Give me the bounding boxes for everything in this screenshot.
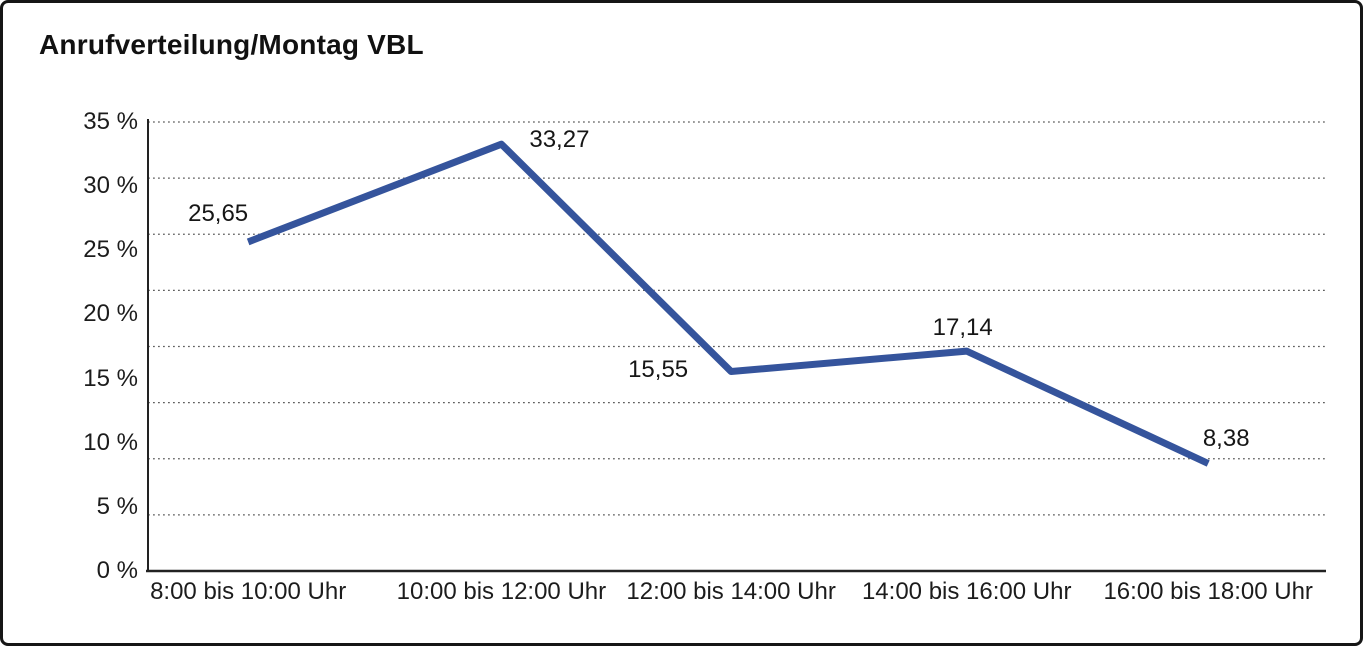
y-axis-tick-label: 15 %	[83, 364, 138, 392]
y-axis-tick-label: 30 %	[83, 172, 138, 200]
y-axis-tick-label: 0 %	[96, 557, 138, 584]
chart-title: Anrufverteilung/Montag VBL	[39, 29, 424, 60]
x-axis-category-label: 10:00 bis 12:00 Uhr	[396, 578, 607, 605]
y-axis-tick-label: 20 %	[83, 300, 138, 328]
data-point-label: 15,55	[628, 355, 689, 383]
data-series-line	[246, 140, 1210, 467]
y-axis-tick-label: 10 %	[83, 428, 138, 456]
x-axis-category-label: 8:00 bis 10:00 Uhr	[150, 578, 347, 605]
x-axis-category-label: 14:00 bis 16:00 Uhr	[861, 578, 1072, 605]
y-axis-tick-label: 35 %	[83, 108, 138, 135]
y-axis-tick-label: 25 %	[83, 236, 138, 264]
data-point-label: 25,65	[188, 199, 249, 227]
x-axis-category-label: 16:00 bis 18:00 Uhr	[1103, 578, 1313, 605]
x-axis-category-label: 12:00 bis 14:00 Uhr	[626, 578, 836, 605]
data-point-label: 17,14	[932, 314, 993, 342]
line-chart-canvas	[146, 119, 1326, 573]
data-point-label: 8,38	[1202, 425, 1250, 453]
data-point-label: 33,27	[529, 126, 590, 154]
y-axis-tick-label: 5 %	[96, 492, 138, 520]
